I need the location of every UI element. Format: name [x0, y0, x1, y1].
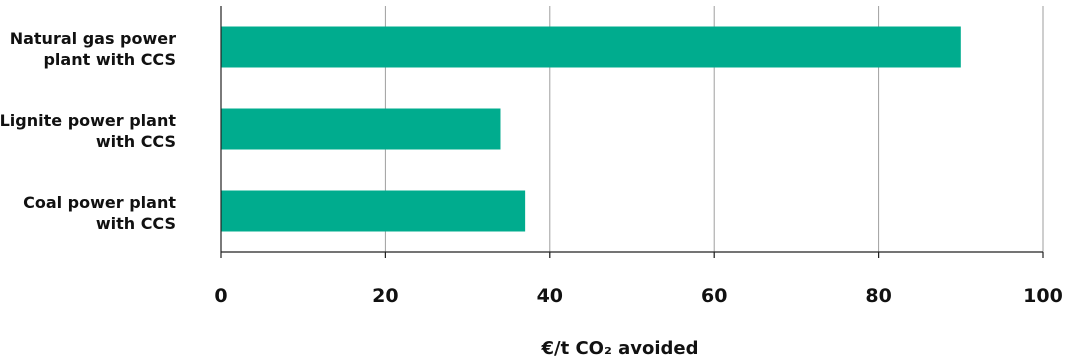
bars [221, 26, 961, 232]
category-label-line: with CCS [96, 132, 176, 151]
category-label-line: Coal power plant [23, 193, 176, 212]
category-label-line: Lignite power plant [0, 111, 176, 130]
x-tick-label: 40 [537, 285, 563, 307]
category-label-line: with CCS [96, 214, 176, 233]
bar [221, 26, 961, 68]
axes [220, 6, 1044, 258]
category-label: Coal power plant with CCS [23, 193, 176, 233]
category-label-line: plant with CCS [43, 50, 176, 69]
x-tick-label: 80 [865, 285, 891, 307]
category-label: Natural gas power plant with CCS [10, 29, 176, 69]
bar [221, 190, 526, 232]
x-tick-label: 20 [372, 285, 398, 307]
bar [221, 108, 501, 150]
x-axis-title: €/t CO₂ avoided [540, 338, 698, 358]
tick-labels: 0 20 40 60 80 100 [214, 285, 1062, 307]
category-labels: Natural gas power plant with CCS Lignite p… [0, 29, 176, 233]
x-tick-label: 0 [214, 285, 227, 307]
x-tick-label: 100 [1023, 285, 1063, 307]
x-tick-label: 60 [701, 285, 727, 307]
category-label-line: Natural gas power [10, 29, 176, 48]
category-label: Lignite power plant with CCS [0, 111, 176, 151]
